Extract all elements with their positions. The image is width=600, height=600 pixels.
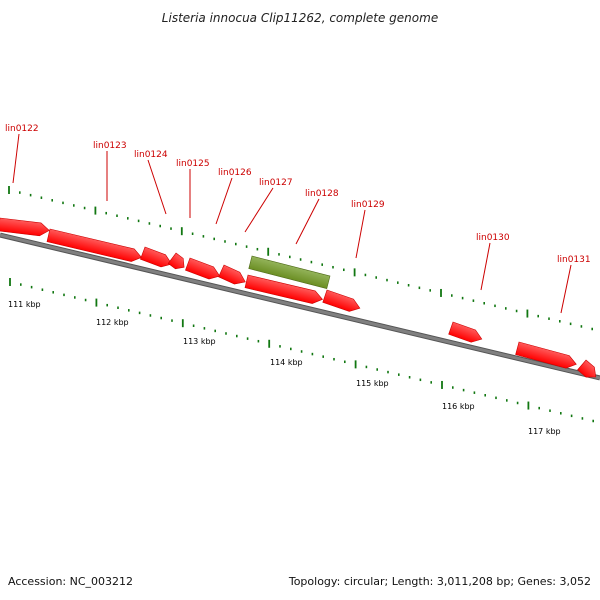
genome-summary-text: Topology: circular; Length: 3,011,208 bp… <box>288 575 591 588</box>
gene-arrow-shape <box>448 321 483 343</box>
gene-feature-arrow <box>185 257 221 280</box>
gene-arrow-shape <box>0 217 50 237</box>
gene-feature-arrow <box>322 289 361 312</box>
gene-label-lin0127: lin0127 <box>259 178 293 188</box>
gene-arrow-shape <box>244 274 324 304</box>
kbp-label: 116 kbp <box>442 402 475 411</box>
gene-feature-arrow <box>218 264 246 285</box>
gene-arrow-shape <box>167 252 185 270</box>
backbone-line <box>0 233 600 380</box>
kbp-label: 115 kbp <box>356 379 389 388</box>
kbp-label: 117 kbp <box>528 427 561 436</box>
gene-label-lin0128: lin0128 <box>305 189 339 199</box>
genome-backbone <box>0 232 600 381</box>
gene-feature-arrow <box>515 341 577 369</box>
gene-feature-arrow <box>46 228 143 262</box>
gene-arrow-shape <box>140 246 173 268</box>
gene-feature-arrow <box>244 274 324 304</box>
gene-label-leaders <box>12 133 572 314</box>
gene-arrow-shape <box>577 359 597 378</box>
gene-feature-arrow <box>140 246 173 268</box>
leader-line-lin0124 <box>147 159 167 215</box>
lower-tick-track <box>9 278 595 423</box>
kbp-label: 114 kbp <box>270 358 303 367</box>
leader-line-lin0126 <box>215 177 233 225</box>
gene-label-lin0125: lin0125 <box>176 159 210 169</box>
kbp-label: 111 kbp <box>8 300 41 309</box>
gene-label-lin0130: lin0130 <box>476 233 510 243</box>
kbp-label: 113 kbp <box>183 337 216 346</box>
gene-arrow-shape <box>322 289 361 312</box>
map-title: Listeria innocua Clip11262, complete gen… <box>162 11 438 25</box>
gene-label-lin0123: lin0123 <box>93 141 127 151</box>
gene-box-shape <box>248 255 331 289</box>
gene-feature-arrow <box>0 217 50 237</box>
gene-feature-arrow <box>577 359 597 378</box>
gene-labels: lin0122 lin0123 lin0124 lin0125 lin0126 lin01… <box>5 124 591 265</box>
gene-arrow-shape <box>185 257 221 280</box>
leader-line-lin0131 <box>560 264 572 314</box>
gene-label-lin0124: lin0124 <box>134 150 168 160</box>
gene-feature-arrow <box>448 321 483 343</box>
leader-line-lin0128 <box>295 198 320 245</box>
leader-line-lin0127 <box>244 187 274 233</box>
upper-tick-track <box>8 186 594 331</box>
gene-arrow-shape <box>515 341 577 369</box>
gene-label-lin0122: lin0122 <box>5 124 39 134</box>
leader-line-lin0130 <box>480 242 491 291</box>
gene-features <box>0 217 597 378</box>
accession-text: Accession: NC_003212 <box>8 575 133 588</box>
kbp-label: 112 kbp <box>96 318 129 327</box>
kbp-ruler-labels: 111 kbp 112 kbp 113 kbp 114 kbp 115 kbp 116 k… <box>8 300 561 436</box>
gene-label-lin0126: lin0126 <box>218 168 252 178</box>
gene-feature-box <box>248 255 331 289</box>
leader-line-lin0129 <box>355 209 366 259</box>
gene-arrow-shape <box>218 264 246 285</box>
gene-label-lin0129: lin0129 <box>351 200 385 210</box>
gene-arrow-shape <box>46 228 143 262</box>
gene-feature-arrow <box>167 252 185 270</box>
leader-line-lin0122 <box>12 133 20 184</box>
gene-label-lin0131: lin0131 <box>557 255 591 265</box>
